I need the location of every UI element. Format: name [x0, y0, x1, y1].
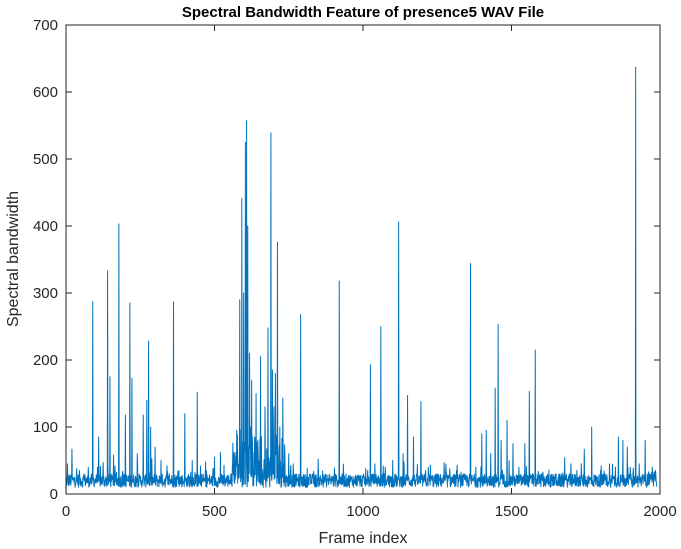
y-tick-label: 400 — [33, 218, 58, 235]
y-tick-label: 700 — [33, 17, 58, 34]
y-axis-label: Spectral bandwidth — [5, 191, 22, 327]
y-tick-label: 500 — [33, 151, 58, 168]
chart-title: Spectral Bandwidth Feature of presence5 … — [182, 4, 544, 21]
y-tick-label: 0 — [50, 486, 58, 503]
axes-box — [65, 24, 661, 495]
x-axis: 0 500 1000 1500 2000 — [62, 25, 677, 520]
series-line — [65, 66, 658, 495]
y-tick-label: 100 — [33, 419, 58, 436]
x-tick-label: 0 — [62, 503, 70, 520]
y-tick-label: 300 — [33, 285, 58, 302]
x-tick-label: 2000 — [643, 503, 676, 520]
plot-area — [65, 66, 658, 495]
x-axis-label: Frame index — [319, 530, 408, 547]
x-tick-label: 1500 — [495, 503, 528, 520]
y-tick-label: 600 — [33, 84, 58, 101]
x-tick-label: 1000 — [346, 503, 379, 520]
y-axis: 0 100 200 300 400 500 600 700 — [33, 17, 660, 503]
y-tick-label: 200 — [33, 352, 58, 369]
x-tick-label: 500 — [202, 503, 227, 520]
